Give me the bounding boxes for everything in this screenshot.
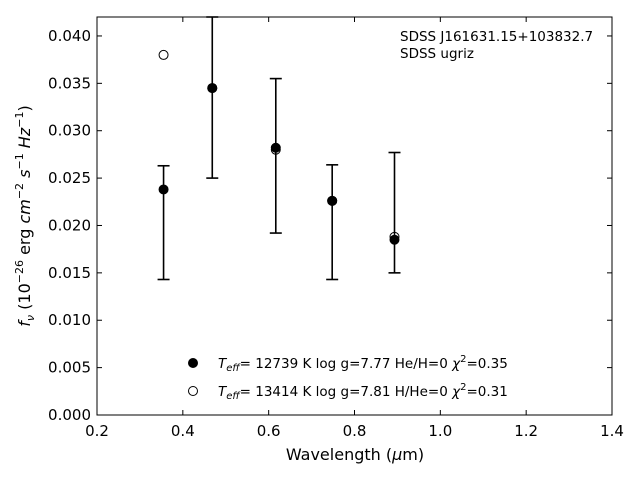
x-tick-label: 1.4	[600, 422, 624, 440]
y-tick-label: 0.025	[48, 169, 91, 187]
legend-1-teff: 12739	[255, 356, 298, 372]
legend-1-chi: 0.35	[478, 356, 508, 372]
data-point-open	[207, 83, 218, 94]
legend-2-logg: 7.81	[360, 384, 390, 400]
x-axis-ticks: 0.2 0.4 0.6 0.8 1.0 1.2 1.4	[85, 17, 624, 440]
annotation-survey: SDSS ugriz	[400, 46, 474, 62]
y-tick-label: 0.015	[48, 264, 91, 282]
annotation-object-name: SDSS J161631.15+103832.7	[400, 29, 593, 45]
legend-marker-open	[188, 386, 198, 396]
x-tick-label: 0.6	[257, 422, 281, 440]
legend-2-chi: 0.31	[478, 384, 508, 400]
legend-marker-filled	[188, 358, 198, 368]
legend: Teff= 12739 K log g=7.77 He/H=0 χ2=0.35 …	[188, 354, 508, 402]
y-tick-label: 0.005	[48, 359, 91, 377]
x-tick-label: 0.2	[85, 422, 109, 440]
legend-1-teff-prefix: =	[240, 356, 256, 372]
legend-2-comp: H/He=0	[395, 384, 448, 400]
legend-2-teff: 13414	[255, 384, 298, 400]
y-axis-ticks: 0.000 0.005 0.010 0.015 0.020 0.025 0.030 0.035…	[48, 27, 612, 424]
legend-entry-2: Teff= 13414 K log g=7.81 H/He=0 χ2=0.31	[218, 382, 508, 402]
data-point-filled	[389, 234, 400, 245]
data-point-open	[158, 49, 169, 60]
y-tick-label: 0.040	[48, 27, 91, 45]
y-tick-label: 0.030	[48, 122, 91, 140]
x-tick-label: 0.8	[343, 422, 367, 440]
legend-1-logg: 7.77	[360, 356, 390, 372]
x-axis-label: Wavelength (μm)	[286, 445, 424, 464]
data-point-open	[270, 144, 281, 155]
y-tick-label: 0.035	[48, 74, 91, 92]
x-tick-label: 1.0	[428, 422, 452, 440]
data-point-open	[389, 231, 400, 242]
data-point-filled	[158, 184, 169, 195]
legend-entry-1: Teff= 12739 K log g=7.77 He/H=0 χ2=0.35	[218, 354, 508, 374]
y-tick-label: 0.020	[48, 216, 91, 234]
x-tick-label: 1.2	[514, 422, 538, 440]
y-tick-label: 0.010	[48, 311, 91, 329]
data-marks	[157, 16, 401, 281]
x-tick-label: 0.4	[171, 422, 195, 440]
data-point-open	[327, 195, 338, 206]
legend-1-comp: He/H=0	[395, 356, 448, 372]
y-tick-label: 0.000	[48, 406, 91, 424]
y-axis-label: fν (10−26 erg cm−2 s−1 Hz−1)	[13, 105, 37, 326]
